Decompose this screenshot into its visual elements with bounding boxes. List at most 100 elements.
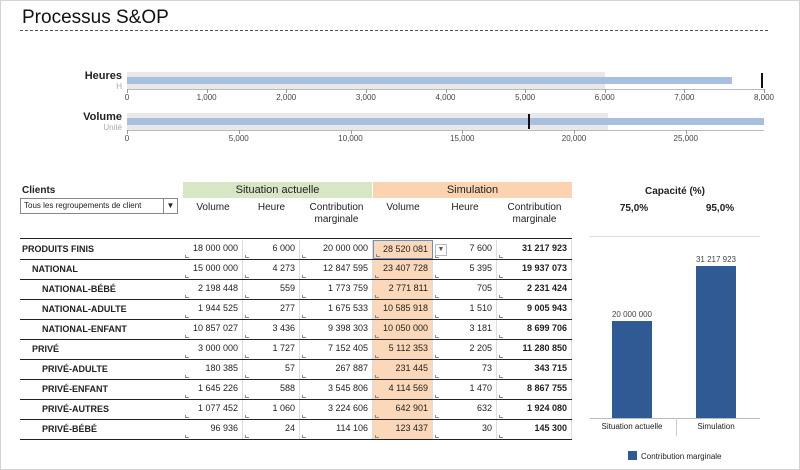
cell-h2[interactable]: 7 600 xyxy=(433,240,497,259)
cell-h2[interactable]: 5 395 xyxy=(433,260,497,279)
cell-v2[interactable]: 23 407 728 xyxy=(373,260,433,279)
cell-h1[interactable]: 24 xyxy=(243,420,300,439)
cell-h1[interactable]: 1 060 xyxy=(243,400,300,419)
cell-value: 4 114 569 xyxy=(388,383,428,393)
cell-c1[interactable]: 114 106 xyxy=(300,420,373,439)
cell-corner-mark xyxy=(302,335,306,338)
cell-h2[interactable]: 2 205 xyxy=(433,340,497,359)
gauge-unit: Unité xyxy=(103,123,122,132)
cell-value: 10 050 000 xyxy=(382,323,428,333)
cell-v2[interactable]: 231 445 xyxy=(373,360,433,379)
table-row: NATIONAL-ADULTE 1 944 525 277 1 675 533 10 5… xyxy=(20,300,572,320)
cell-c1[interactable]: 9 398 303 xyxy=(300,320,373,339)
cell-c2[interactable]: 343 715 xyxy=(497,360,572,379)
table-top-rule xyxy=(20,238,572,239)
cell-c2[interactable]: 19 937 073 xyxy=(497,260,572,279)
cell-v1[interactable]: 2 198 448 xyxy=(183,280,243,299)
cell-h1[interactable]: 559 xyxy=(243,280,300,299)
cell-corner-mark xyxy=(499,355,503,358)
cell-c2[interactable]: 2 231 424 xyxy=(497,280,572,299)
cell-h2[interactable]: 1 510 xyxy=(433,300,497,319)
gauge-target-marker xyxy=(761,73,763,88)
cell-c2[interactable]: 145 300 xyxy=(497,420,572,439)
cell-h1[interactable]: 4 273 xyxy=(243,260,300,279)
cell-v2[interactable]: 2 771 811 xyxy=(373,280,433,299)
cell-h2[interactable]: 73 xyxy=(433,360,497,379)
cell-value: 28 520 081 xyxy=(382,244,428,254)
cell-h1[interactable]: 588 xyxy=(243,380,300,399)
cell-h2[interactable]: 632 xyxy=(433,400,497,419)
row-client-name: NATIONAL-ADULTE xyxy=(42,304,127,314)
cell-corner-mark xyxy=(375,415,379,418)
cell-c1[interactable]: 3 545 806 xyxy=(300,380,373,399)
cell-c1[interactable]: 267 887 xyxy=(300,360,373,379)
cell-c2[interactable]: 1 924 080 xyxy=(497,400,572,419)
cell-c2[interactable]: 31 217 923 xyxy=(497,240,572,259)
cell-corner-mark xyxy=(375,315,379,318)
cell-value: 31 217 923 xyxy=(521,243,567,253)
cell-corner-mark xyxy=(499,275,503,278)
gauge-tick-label: 0 xyxy=(124,93,130,102)
cell-v1[interactable]: 18 000 000 xyxy=(183,240,243,259)
cell-c1[interactable]: 3 224 606 xyxy=(300,400,373,419)
cell-h2[interactable]: 705 xyxy=(433,280,497,299)
cell-v2[interactable]: 10 585 918 xyxy=(373,300,433,319)
cell-value: 3 000 000 xyxy=(197,343,238,353)
cell-value: 11 280 850 xyxy=(522,343,567,353)
cell-value: 7 600 xyxy=(469,243,492,253)
cell-v1[interactable]: 180 385 xyxy=(183,360,243,379)
cell-v2[interactable]: 123 437 xyxy=(373,420,433,439)
cell-v2[interactable]: 28 520 081 xyxy=(373,240,433,259)
cell-c2[interactable]: 8 699 706 xyxy=(497,320,572,339)
cell-c2[interactable]: 9 005 943 xyxy=(497,300,572,319)
cell-c1[interactable]: 1 675 533 xyxy=(300,300,373,319)
cell-v2[interactable]: 10 050 000 xyxy=(373,320,433,339)
gauge-tick xyxy=(445,89,447,93)
cell-corner-mark xyxy=(245,295,249,298)
cell-c1[interactable]: 7 152 405 xyxy=(300,340,373,359)
cell-corner-mark xyxy=(435,415,439,418)
cell-v1[interactable]: 15 000 000 xyxy=(183,260,243,279)
cell-value: 7 152 405 xyxy=(327,343,368,353)
cell-v2[interactable]: 642 901 xyxy=(373,400,433,419)
chevron-down-icon[interactable]: ▼ xyxy=(163,199,177,213)
cell-c1[interactable]: 12 847 595 xyxy=(300,260,373,279)
cell-h1[interactable]: 3 436 xyxy=(243,320,300,339)
cell-c1[interactable]: 20 000 000 xyxy=(300,240,373,259)
cell-corner-mark xyxy=(499,375,503,378)
cell-h1[interactable]: 57 xyxy=(243,360,300,379)
cell-v1[interactable]: 10 857 027 xyxy=(183,320,243,339)
cell-corner-mark xyxy=(435,435,439,438)
cell-value: 73 xyxy=(481,363,492,373)
gauge-tick xyxy=(206,89,208,93)
cell-h2[interactable]: 3 181 xyxy=(433,320,497,339)
cell-h2[interactable]: 30 xyxy=(433,420,497,439)
cell-h2[interactable]: 1 470 xyxy=(433,380,497,399)
cell-h1[interactable]: 6 000 xyxy=(243,240,300,259)
cell-v2[interactable]: 4 114 569 xyxy=(373,380,433,399)
cell-corner-mark xyxy=(302,395,306,398)
gauge-tick xyxy=(684,89,686,93)
cell-c1[interactable]: 1 773 759 xyxy=(300,280,373,299)
cell-dropdown-icon[interactable]: ▼ xyxy=(435,244,447,256)
cell-h1[interactable]: 277 xyxy=(243,300,300,319)
cell-corner-mark xyxy=(375,435,379,438)
cell-value: 5 112 353 xyxy=(388,343,428,353)
cell-corner-mark xyxy=(185,355,189,358)
cell-v1[interactable]: 1 077 452 xyxy=(183,400,243,419)
gauge-tick-label: 4,000 xyxy=(435,93,456,102)
cell-v1[interactable]: 1 944 525 xyxy=(183,300,243,319)
cell-value: 588 xyxy=(279,383,295,393)
cell-v1[interactable]: 1 645 226 xyxy=(183,380,243,399)
col-header-heure-actuel: Heure xyxy=(257,202,286,213)
cell-v1[interactable]: 3 000 000 xyxy=(183,340,243,359)
group-header-simulation: Simulation xyxy=(373,182,572,198)
cell-value: 57 xyxy=(284,363,295,373)
cell-corner-mark xyxy=(375,395,379,398)
client-group-select[interactable]: Tous les regroupements de client ▼ xyxy=(20,198,178,214)
cell-v2[interactable]: 5 112 353 xyxy=(373,340,433,359)
cell-v1[interactable]: 96 936 xyxy=(183,420,243,439)
cell-c2[interactable]: 8 867 755 xyxy=(497,380,572,399)
cell-h1[interactable]: 1 727 xyxy=(243,340,300,359)
cell-c2[interactable]: 11 280 850 xyxy=(497,340,572,359)
